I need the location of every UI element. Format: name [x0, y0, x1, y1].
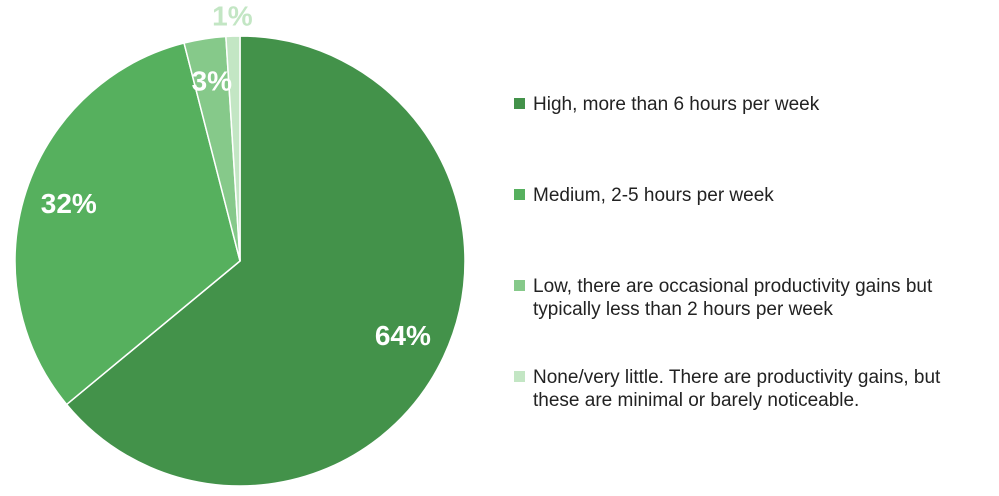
pie-slice: [225, 35, 241, 262]
slice-label: 1%: [212, 1, 253, 32]
legend-swatch: [514, 371, 525, 382]
legend-swatch: [514, 280, 525, 291]
slice-label: 64%: [375, 320, 431, 351]
slice-label: 3%: [192, 66, 233, 97]
legend-label: Medium, 2-5 hours per week: [533, 185, 774, 206]
legend: High, more than 6 hours per week Medium, …: [514, 93, 989, 457]
legend-item: High, more than 6 hours per week: [514, 93, 989, 184]
legend-item: None/very little. There are productivity…: [514, 366, 989, 457]
slice-label: 32%: [41, 188, 97, 219]
legend-label: Low, there are occasional productivity g…: [533, 276, 933, 320]
legend-item: Low, there are occasional productivity g…: [514, 275, 989, 366]
legend-label: High, more than 6 hours per week: [533, 94, 820, 115]
legend-item: Medium, 2-5 hours per week: [514, 184, 989, 275]
legend-swatch: [514, 189, 525, 200]
legend-label: None/very little. There are productivity…: [533, 367, 941, 411]
pie-slice: [65, 35, 466, 487]
legend-swatch: [514, 98, 525, 109]
pie-slice: [14, 42, 241, 406]
